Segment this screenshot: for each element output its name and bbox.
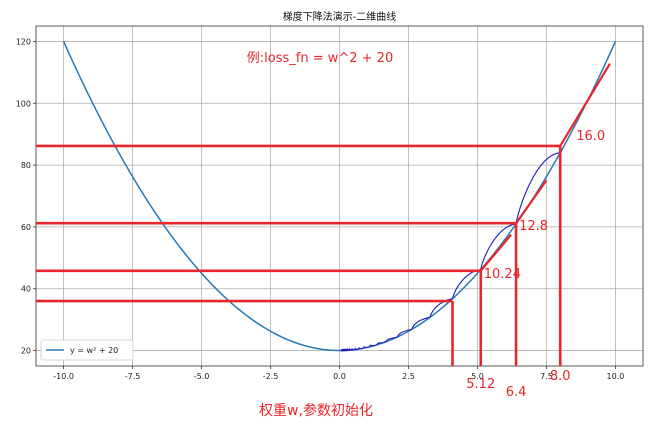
w-value-label: 8.0 <box>550 369 571 384</box>
slope-label: 12.8 <box>519 219 548 234</box>
x-tick-label: -2.5 <box>263 372 279 381</box>
x-tick-label: 0.0 <box>333 372 346 381</box>
x-tick-label: -5.0 <box>194 372 210 381</box>
x-tick-label: 7.5 <box>540 372 553 381</box>
annotations: 16.0 8.0 12.8 6.4 10.24 5.12 <box>36 63 611 400</box>
x-tick-label: 2.5 <box>402 372 415 381</box>
init-weight-label: 权重w,参数初始化 <box>259 402 373 419</box>
slope-label: 10.24 <box>484 267 521 282</box>
axes: -10.0 -7.5 -5.0 -2.5 0.0 2.5 5.0 7.5 10.0 20 40 60 8… <box>16 25 644 381</box>
descent-path-line <box>340 152 561 352</box>
legend: y = w² + 20 <box>40 339 134 361</box>
tangent-line <box>515 179 548 224</box>
tangent-line <box>559 63 611 147</box>
tangent-line <box>479 233 512 272</box>
y-tick-label: 40 <box>21 285 31 294</box>
x-tick-label: -10.0 <box>53 372 74 381</box>
descent-path <box>340 152 561 352</box>
legend-box <box>40 339 134 361</box>
y-tick-label: 60 <box>21 223 31 232</box>
chart-title: 梯度下降法演示-二维曲线 <box>283 10 397 23</box>
y-tick-label: 120 <box>16 37 31 46</box>
x-tick-label: -7.5 <box>125 372 141 381</box>
w-value-label: 5.12 <box>466 377 495 392</box>
slope-label: 16.0 <box>576 129 605 144</box>
example-formula-label: 例:loss_fn = w^2 + 20 <box>247 51 393 66</box>
x-tick-label: 10.0 <box>607 372 625 381</box>
x-tick-label: 5.0 <box>471 372 484 381</box>
legend-label: y = w² + 20 <box>70 346 118 355</box>
y-tick-label: 100 <box>16 99 31 108</box>
grid <box>36 26 643 366</box>
y-tick-label: 20 <box>21 347 31 356</box>
y-tick-label: 80 <box>21 161 31 170</box>
w-value-label: 6.4 <box>506 385 527 400</box>
